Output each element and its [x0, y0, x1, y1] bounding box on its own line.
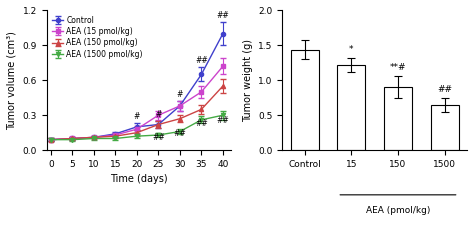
Text: ##: ## [152, 133, 165, 142]
Bar [337, 65, 365, 150]
Text: #: # [155, 110, 162, 119]
Y-axis label: Tumor volume (cm³): Tumor volume (cm³) [7, 31, 17, 130]
Text: ##: ## [195, 119, 208, 128]
Text: #: # [134, 112, 140, 121]
Legend: Control, AEA (15 pmol/kg), AEA (150 pmol/kg), AEA (1500 pmol/kg): Control, AEA (15 pmol/kg), AEA (150 pmol… [50, 14, 145, 60]
Text: #: # [177, 90, 183, 99]
Bar [291, 49, 319, 150]
Text: *: * [349, 45, 354, 54]
Text: ##: ## [217, 11, 229, 20]
Text: ##: ## [437, 85, 452, 94]
Y-axis label: Tumor weight (g): Tumor weight (g) [243, 39, 253, 122]
X-axis label: Time (days): Time (days) [110, 174, 168, 184]
Text: **#: **# [390, 63, 406, 72]
Bar [431, 105, 459, 150]
Text: ##: ## [195, 56, 208, 65]
Text: ##: ## [173, 130, 186, 138]
Text: AEA (pmol/kg): AEA (pmol/kg) [366, 206, 430, 215]
Text: ##: ## [217, 116, 229, 125]
Bar [384, 87, 412, 150]
